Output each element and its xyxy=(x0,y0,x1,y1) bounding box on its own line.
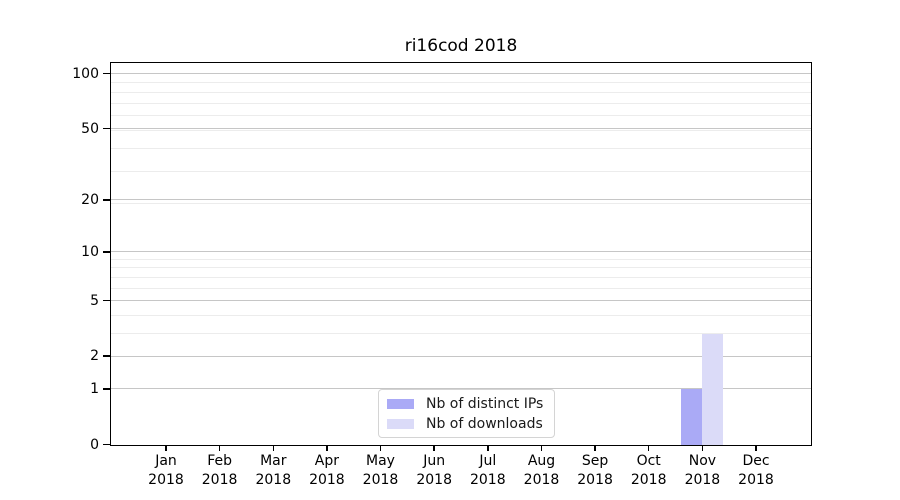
minor-gridline xyxy=(111,115,811,116)
x-tick-mark xyxy=(755,446,757,451)
major-gridline xyxy=(111,388,811,390)
y-tick-label: 100 xyxy=(72,65,99,82)
x-tick-label-mar: Mar 2018 xyxy=(241,452,305,490)
y-tick-label: 50 xyxy=(81,120,99,137)
y-tick-mark xyxy=(103,355,110,357)
x-tick-year: 2018 xyxy=(738,472,774,488)
minor-gridline xyxy=(111,314,811,316)
legend-item-downloads: Nb of downloads xyxy=(387,415,543,432)
x-tick-label-jun: Jun 2018 xyxy=(402,452,466,490)
x-tick-year: 2018 xyxy=(148,472,184,488)
y-tick-mark xyxy=(103,251,110,253)
minor-gridline xyxy=(111,259,811,260)
legend-label-distinct-ips: Nb of distinct IPs xyxy=(426,395,544,412)
x-tick-year: 2018 xyxy=(469,472,506,488)
major-gridline xyxy=(111,199,811,201)
bar-nb-of-downloads xyxy=(701,333,723,445)
x-tick-label-jul: Jul 2018 xyxy=(456,452,520,490)
x-tick-mark xyxy=(433,446,435,451)
y-tick-label: 1 xyxy=(90,380,99,397)
x-tick-year: 2018 xyxy=(630,472,667,488)
x-tick-mark xyxy=(701,446,704,451)
legend-swatch-downloads xyxy=(387,418,414,429)
legend-item-distinct-ips: Nb of distinct IPs xyxy=(387,395,543,412)
minor-gridline xyxy=(111,287,811,289)
y-tick-label: 0 xyxy=(90,436,99,453)
minor-gridline xyxy=(111,129,811,131)
major-gridline xyxy=(111,300,811,301)
minor-gridline xyxy=(111,147,811,149)
x-tick-year: 2018 xyxy=(577,472,613,488)
y-tick-mark xyxy=(103,127,110,130)
x-tick-label-nov: Nov 2018 xyxy=(670,452,734,490)
x-tick-year: 2018 xyxy=(416,472,452,488)
x-tick-mark xyxy=(165,446,167,451)
y-tick-mark xyxy=(103,72,110,75)
x-tick-mark xyxy=(487,446,489,451)
minor-gridline xyxy=(111,102,811,104)
y-tick-label: 5 xyxy=(90,292,99,309)
minor-gridline xyxy=(111,332,811,334)
y-tick-mark xyxy=(103,388,110,390)
y-tick-mark xyxy=(103,299,110,302)
x-tick-year: 2018 xyxy=(362,472,399,488)
y-tick-label: 10 xyxy=(81,243,99,260)
y-tick-label: 20 xyxy=(81,191,99,208)
minor-gridline xyxy=(111,91,811,93)
chart-title: ri16cod 2018 xyxy=(404,36,518,56)
legend-label-downloads: Nb of downloads xyxy=(426,415,543,432)
x-tick-mark xyxy=(594,446,596,451)
major-gridline xyxy=(111,355,811,357)
x-tick-label-dec: Dec 2018 xyxy=(724,452,788,490)
x-tick-mark xyxy=(326,446,328,451)
x-tick-mark xyxy=(540,446,543,451)
major-gridline xyxy=(111,251,811,253)
x-tick-year: 2018 xyxy=(684,472,721,488)
minor-gridline xyxy=(111,276,811,278)
y-tick-mark xyxy=(103,199,110,201)
x-tick-mark xyxy=(379,446,382,451)
x-tick-label-oct: Oct 2018 xyxy=(617,452,681,490)
minor-gridline xyxy=(111,82,811,84)
x-tick-label-aug: Aug 2018 xyxy=(510,452,574,490)
x-tick-label-feb: Feb 2018 xyxy=(188,452,252,490)
minor-gridline xyxy=(111,170,811,172)
bar-nb-of-distinct-ips xyxy=(680,389,702,445)
major-gridline xyxy=(111,128,811,130)
x-tick-year: 2018 xyxy=(309,472,345,488)
x-tick-mark xyxy=(272,446,275,451)
x-tick-year: 2018 xyxy=(523,472,560,488)
y-tick-mark xyxy=(103,443,110,446)
legend-swatch-distinct-ips xyxy=(387,398,414,409)
x-tick-label-apr: Apr 2018 xyxy=(295,452,359,490)
x-tick-year: 2018 xyxy=(255,472,292,488)
minor-gridline xyxy=(111,267,811,269)
x-tick-mark xyxy=(647,446,650,451)
x-tick-label-may: May 2018 xyxy=(349,452,413,490)
legend: Nb of distinct IPs Nb of downloads xyxy=(378,389,556,438)
x-tick-label-sep: Sep 2018 xyxy=(563,452,627,490)
plot-area xyxy=(110,62,812,446)
x-tick-mark xyxy=(218,446,221,451)
major-gridline xyxy=(111,73,811,75)
y-tick-label: 2 xyxy=(90,348,99,365)
x-tick-year: 2018 xyxy=(201,472,238,488)
x-tick-label-jan: Jan 2018 xyxy=(134,452,198,490)
minor-gridline xyxy=(111,203,811,205)
